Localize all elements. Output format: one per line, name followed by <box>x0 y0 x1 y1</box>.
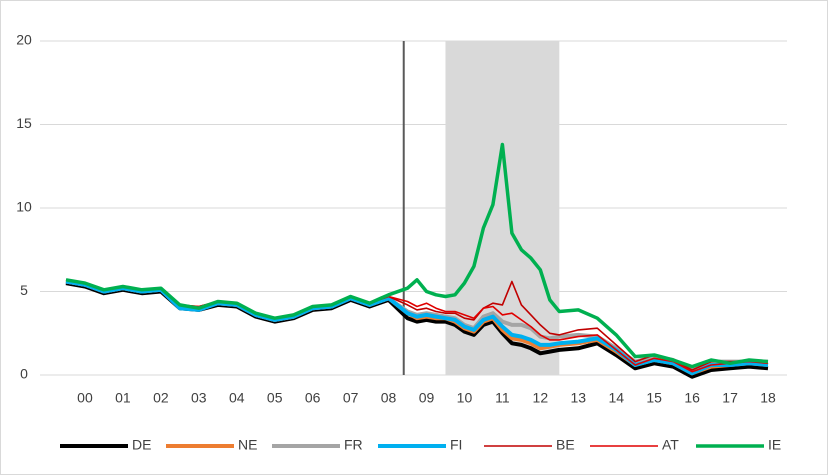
y-tick-label: 20 <box>16 32 32 48</box>
x-tick-label: 03 <box>191 390 207 406</box>
x-tick-label: 12 <box>533 390 549 406</box>
legend-label: FR <box>344 437 363 453</box>
x-tick-label: 15 <box>646 390 662 406</box>
x-tick-label: 17 <box>722 390 738 406</box>
x-tick-label: 00 <box>77 390 93 406</box>
legend-label: IE <box>768 437 781 453</box>
x-tick-label: 16 <box>684 390 700 406</box>
x-tick-label: 09 <box>419 390 435 406</box>
legend-label: BE <box>556 437 575 453</box>
x-tick-label: 10 <box>457 390 473 406</box>
x-tick-label: 08 <box>381 390 397 406</box>
x-tick-label: 18 <box>760 390 776 406</box>
legend-label: DE <box>132 437 151 453</box>
x-tick-label: 05 <box>267 390 283 406</box>
legend-label: FI <box>450 437 462 453</box>
legend-label: AT <box>662 437 679 453</box>
y-tick-label: 15 <box>16 115 32 131</box>
x-tick-label: 14 <box>608 390 624 406</box>
legend-label: NE <box>238 437 257 453</box>
x-tick-label: 02 <box>153 390 169 406</box>
y-tick-label: 10 <box>16 199 32 215</box>
y-tick-label: 5 <box>20 282 28 298</box>
y-tick-label: 0 <box>20 366 28 382</box>
x-tick-label: 01 <box>115 390 131 406</box>
x-tick-label: 04 <box>229 390 245 406</box>
x-tick-label: 13 <box>571 390 587 406</box>
x-tick-label: 06 <box>305 390 321 406</box>
x-tick-label: 11 <box>495 390 510 406</box>
x-tick-label: 07 <box>343 390 359 406</box>
series-line <box>65 142 769 369</box>
